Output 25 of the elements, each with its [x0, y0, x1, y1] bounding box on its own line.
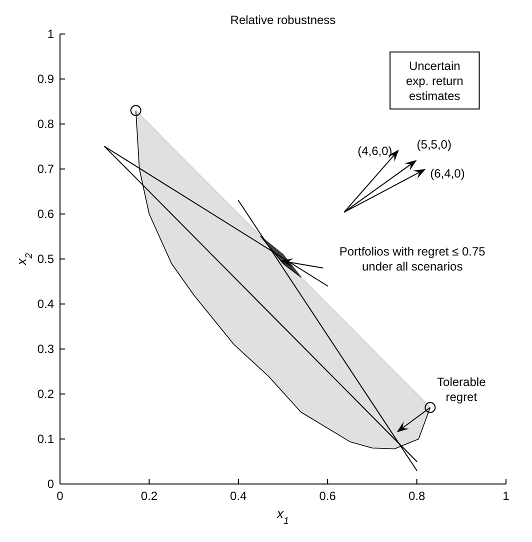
annotation: (6,4,0): [430, 166, 465, 180]
y-tick-label: 0.5: [37, 252, 54, 266]
y-tick-label: 0.4: [37, 297, 54, 311]
annotation: Portfolios with regret ≤ 0.75 under all scenarios: [339, 244, 486, 274]
y-tick-label: 0.2: [37, 387, 54, 401]
annotation: Uncertain exp. return estimates: [406, 59, 464, 103]
x-axis-title: x$_{1}$: [276, 506, 289, 526]
y-tick-label: 1: [47, 27, 54, 41]
annotation: (5,5,0): [416, 137, 452, 152]
y-tick-label: 0: [47, 477, 54, 491]
y-tick-label: 0.9: [37, 72, 54, 86]
y-tick-label: 0.1: [37, 432, 54, 446]
x-tick-label: 0.4: [230, 489, 248, 503]
x-tick-label: 0: [56, 489, 64, 503]
y-tick-label: 0.8: [37, 117, 54, 131]
chart-title: Relative robustness: [230, 13, 336, 27]
y-tick-label: 0.6: [37, 207, 54, 221]
x-tick-label: 0.6: [319, 489, 336, 503]
annotation: Tolerable regret: [437, 375, 486, 404]
annotation: (4,6,0): [358, 144, 392, 158]
x-tick-label: 0.2: [140, 489, 158, 503]
y-tick-label: 0.3: [37, 342, 54, 356]
x-tick-label: 1: [502, 489, 510, 503]
x-tick-label: 0.8: [408, 489, 426, 503]
y-tick-label: 0.7: [37, 162, 54, 176]
